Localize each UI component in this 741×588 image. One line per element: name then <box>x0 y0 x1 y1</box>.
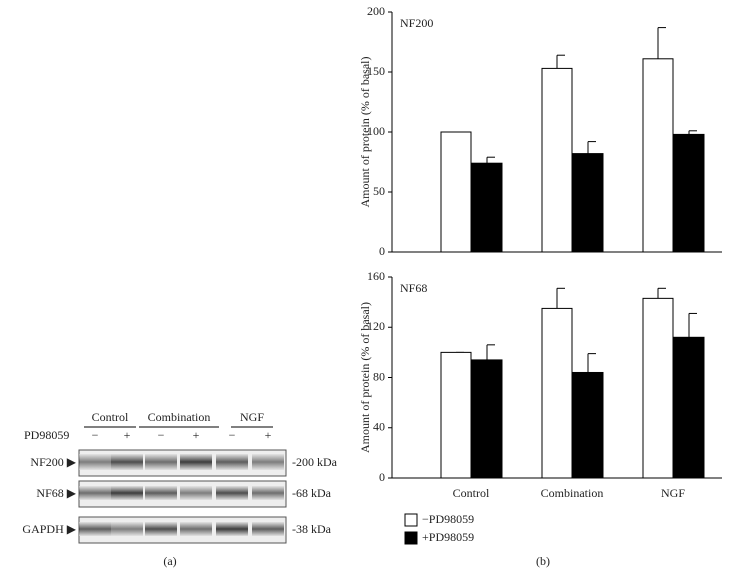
size-label: -200 kDa <box>292 455 338 469</box>
bar <box>572 371 604 479</box>
legend-label: −PD98059 <box>422 512 474 526</box>
blot-band <box>79 486 111 500</box>
row-label: GAPDH ▶ <box>22 522 76 536</box>
bar <box>541 67 573 253</box>
panel-title: NF200 <box>400 16 433 30</box>
blot-band <box>111 454 143 470</box>
treatment-sign: + <box>265 428 272 442</box>
bar <box>471 162 503 253</box>
row-label: NF68 ▶ <box>36 486 76 500</box>
caption: (a) <box>163 554 176 568</box>
blot-band <box>111 486 143 500</box>
blot-group: Combination <box>148 410 211 424</box>
caption: (b) <box>536 554 550 568</box>
size-label: -68 kDa <box>292 486 332 500</box>
row-label: NF200 ▶ <box>30 455 76 469</box>
blot-band <box>79 522 111 536</box>
blot-band <box>79 454 111 470</box>
blot-group: NGF <box>240 410 264 424</box>
blot-band <box>252 454 284 470</box>
legend-label: +PD98059 <box>422 530 474 544</box>
x-tick-label: NGF <box>661 486 685 500</box>
y-tick-label: 160 <box>367 269 385 283</box>
blot-band <box>180 522 212 536</box>
y-tick-label: 40 <box>373 420 385 434</box>
y-axis-label: Amount of protein (% of basal) <box>358 302 372 453</box>
blot-band <box>145 522 177 536</box>
treatment-sign: − <box>229 428 236 442</box>
bar <box>471 359 503 479</box>
y-axis-label: Amount of protein (% of basal) <box>358 57 372 208</box>
bar <box>440 131 472 253</box>
treatment-sign: + <box>193 428 200 442</box>
y-tick-label: 0 <box>379 244 385 258</box>
blot-band <box>180 454 212 470</box>
x-tick-label: Control <box>453 486 490 500</box>
y-tick-label: 100 <box>367 124 385 138</box>
legend-swatch <box>404 531 418 545</box>
y-tick-label: 80 <box>373 369 385 383</box>
blot-band <box>145 486 177 500</box>
blot-band <box>216 454 248 470</box>
y-tick-label: 50 <box>373 184 385 198</box>
y-tick-label: 0 <box>379 470 385 484</box>
bar <box>541 307 573 479</box>
y-tick-label: 200 <box>367 4 385 18</box>
bar <box>642 297 674 479</box>
y-tick-label: 150 <box>367 64 385 78</box>
blot-band <box>216 522 248 536</box>
treatment-label: PD98059 <box>24 428 69 442</box>
blot-band <box>252 522 284 536</box>
blot-band <box>111 522 143 536</box>
bar <box>440 351 472 479</box>
blot-band <box>180 486 212 500</box>
blot-band <box>252 486 284 500</box>
y-tick-label: 120 <box>367 319 385 333</box>
bar <box>673 336 705 479</box>
size-label: -38 kDa <box>292 522 332 536</box>
bar <box>673 133 705 253</box>
treatment-sign: − <box>158 428 165 442</box>
blot-group: Control <box>92 410 129 424</box>
panel-title: NF68 <box>400 281 427 295</box>
blot-band <box>145 454 177 470</box>
treatment-sign: + <box>124 428 131 442</box>
treatment-sign: − <box>92 428 99 442</box>
x-tick-label: Combination <box>541 486 604 500</box>
bar <box>642 58 674 253</box>
legend-swatch <box>404 513 418 527</box>
bar <box>572 153 604 253</box>
blot-band <box>216 486 248 500</box>
